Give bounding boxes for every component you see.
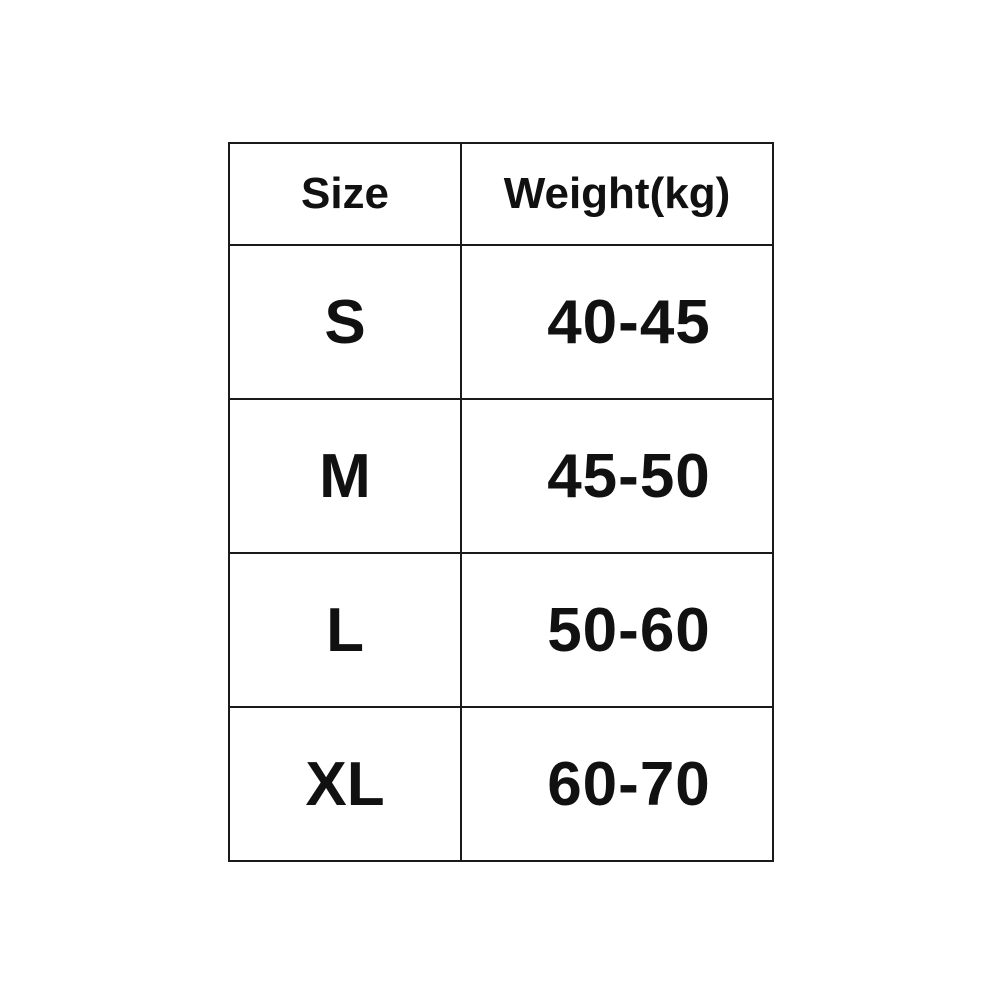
size-cell: S <box>228 244 462 400</box>
header-size: Size <box>228 142 462 246</box>
table-row: XL 60-70 <box>228 706 774 862</box>
table-row: M 45-50 <box>228 398 774 554</box>
table-row: L 50-60 <box>228 552 774 708</box>
header-weight: Weight(kg) <box>460 142 774 246</box>
size-cell: M <box>228 398 462 554</box>
weight-cell: 40-45 <box>460 244 774 400</box>
weight-cell: 50-60 <box>460 552 774 708</box>
size-cell: L <box>228 552 462 708</box>
weight-cell: 60-70 <box>460 706 774 862</box>
size-cell: XL <box>228 706 462 862</box>
table-row: S 40-45 <box>228 244 774 400</box>
weight-cell: 45-50 <box>460 398 774 554</box>
size-chart-table: Size Weight(kg) S 40-45 M 45-50 L 50-60 … <box>228 142 774 862</box>
table-header-row: Size Weight(kg) <box>228 142 774 246</box>
